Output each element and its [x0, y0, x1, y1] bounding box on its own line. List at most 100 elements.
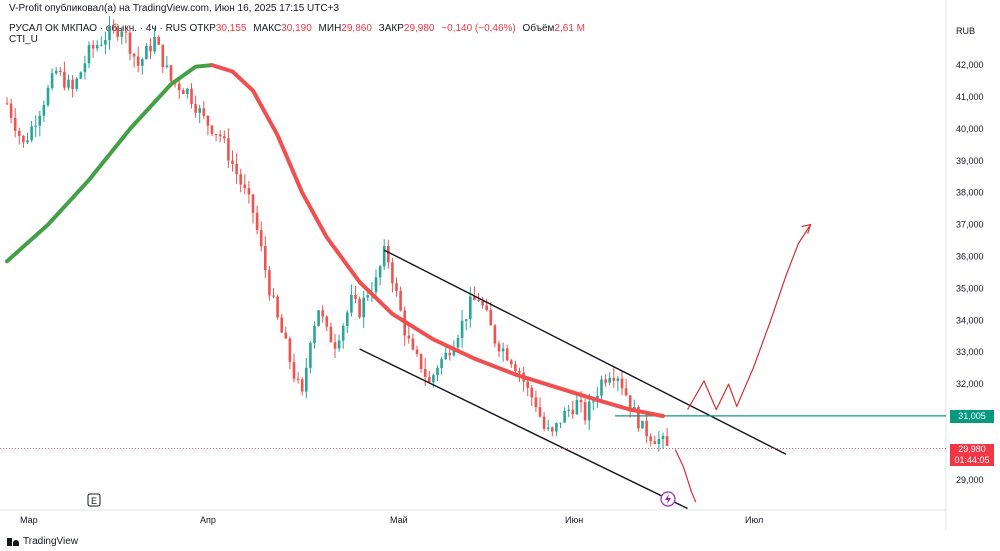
candle-body: [436, 368, 439, 376]
candle-body: [42, 105, 46, 116]
candle-body: [489, 309, 493, 326]
candle-body: [157, 37, 160, 45]
candle-body: [227, 138, 230, 161]
level-price-badge: 31,005: [950, 409, 994, 423]
projection-down-path[interactable]: [674, 449, 697, 503]
time-tick-label: Май: [390, 515, 408, 525]
candle-body: [5, 103, 9, 105]
time-tick-label: Мар: [20, 515, 38, 525]
volume-label: Объём: [522, 23, 555, 34]
candle-body: [567, 409, 570, 411]
lightning-icon[interactable]: [660, 491, 676, 507]
candle-body: [145, 46, 148, 60]
candle-body: [231, 160, 234, 165]
candle-body: [112, 26, 115, 28]
candle-body: [612, 377, 616, 381]
price-tick-label: 41,000: [956, 92, 984, 102]
candle-body: [452, 347, 456, 356]
candle-body: [9, 103, 13, 118]
channel-lower-line[interactable]: [359, 348, 688, 510]
currency-label[interactable]: RUB: [956, 26, 976, 36]
last-price-value: 29,980: [958, 443, 986, 454]
candle-body: [563, 410, 566, 423]
candle-body: [665, 435, 669, 446]
candle-body: [633, 406, 636, 410]
candle-body: [165, 65, 169, 67]
candle-body: [579, 400, 583, 403]
candle-body: [280, 317, 283, 333]
candle-body: [542, 416, 546, 429]
footer-brand[interactable]: TradingView: [7, 536, 78, 547]
price-tick-label: 38,000: [956, 188, 984, 198]
indicator-falling-segment[interactable]: [210, 63, 665, 418]
candle-body: [645, 420, 648, 437]
candle-body: [251, 194, 255, 213]
candle-body: [284, 332, 288, 339]
candle-body: [63, 71, 66, 88]
candle-body: [641, 420, 644, 429]
candle-body: [153, 37, 156, 52]
candle-body: [206, 115, 210, 126]
candle-body: [477, 300, 480, 302]
candles: [5, 16, 669, 452]
indicator-label[interactable]: CTI_U: [9, 34, 38, 45]
candle-body: [428, 376, 431, 383]
volume-value: 2,61 М: [554, 23, 585, 34]
candle-body: [448, 352, 452, 356]
time-axis[interactable]: Мар Апр Май Июн Июл: [20, 515, 763, 525]
open-value: 30,155: [215, 23, 247, 34]
candle-body: [358, 298, 361, 318]
ohlc-legend: РУСАЛ ОК МКПАО · обыкн. · 4ч · RUS ОТКР3…: [9, 23, 589, 34]
price-tick-label: 40,000: [956, 124, 984, 134]
candle-body: [378, 266, 382, 278]
channel-upper-line[interactable]: [383, 249, 787, 455]
candle-body: [583, 402, 587, 421]
candle-body: [382, 245, 386, 267]
candle-body: [592, 401, 595, 403]
candle-body: [399, 290, 402, 311]
candle-body: [497, 343, 501, 352]
candle-body: [341, 325, 345, 341]
candle-body: [268, 270, 271, 296]
candle-body: [186, 88, 189, 95]
tradingview-logo-icon: [7, 537, 19, 546]
candle-body: [661, 435, 665, 439]
low-value: 29,860: [341, 23, 372, 34]
candle-body: [608, 377, 611, 383]
candle-body: [329, 326, 333, 343]
candle-body: [419, 353, 423, 370]
indicator-rising-segment[interactable]: [5, 63, 214, 264]
candle-body: [469, 296, 472, 320]
projection-arrowhead: [801, 223, 812, 234]
price-tick-label: 39,000: [956, 156, 984, 166]
candle-body: [325, 316, 329, 327]
candle-body: [259, 230, 263, 247]
candle-body: [350, 294, 353, 313]
candle-body: [67, 79, 70, 88]
candle-body: [387, 245, 390, 263]
candle-body: [132, 53, 136, 57]
candle-body: [177, 83, 181, 91]
countdown: 01:44:05: [954, 454, 990, 465]
candle-body: [432, 375, 435, 383]
candle-body: [149, 46, 152, 52]
symbol-name[interactable]: РУСАЛ ОК МКПАО · обыкн. · 4ч · RUS: [9, 23, 187, 34]
candle-body: [395, 283, 398, 291]
price-tick-label: 29,000: [956, 475, 984, 485]
candle-body: [169, 65, 173, 82]
candle-body: [493, 325, 497, 344]
earnings-marker[interactable]: E: [87, 493, 101, 507]
candle-body: [391, 262, 394, 284]
candle-body: [26, 140, 29, 143]
projection-path[interactable]: [687, 224, 812, 411]
open-label: ОТКР: [189, 23, 216, 34]
price-tick-label: 37,000: [956, 220, 984, 230]
candle-body: [38, 115, 42, 126]
candle-body: [182, 90, 185, 95]
candle-body: [272, 295, 275, 297]
candle-body: [620, 378, 624, 389]
candle-body: [13, 117, 17, 131]
candle-body: [518, 371, 521, 373]
candle-body: [456, 338, 460, 348]
